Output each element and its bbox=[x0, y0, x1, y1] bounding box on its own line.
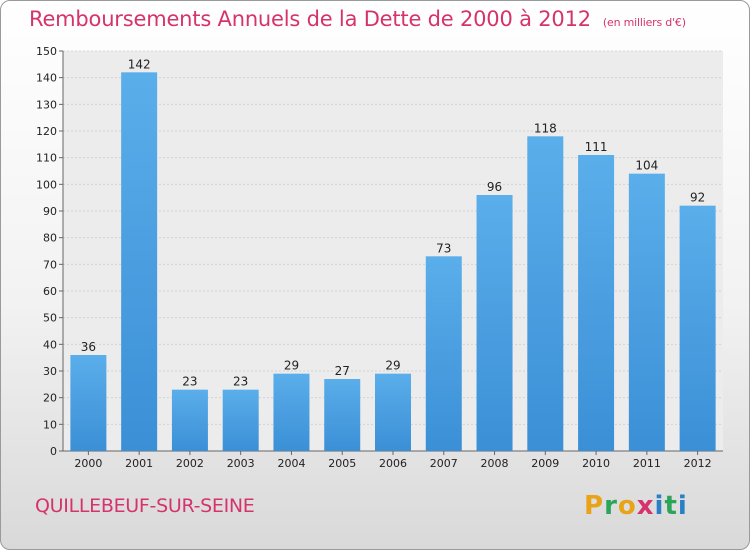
bar-value-label: 29 bbox=[385, 359, 400, 373]
bar-value-label: 111 bbox=[585, 140, 608, 154]
bar bbox=[324, 379, 361, 451]
bar-value-label: 92 bbox=[690, 191, 705, 205]
bar bbox=[375, 373, 411, 451]
x-tick-label: 2008 bbox=[481, 457, 509, 470]
city-name: QUILLEBEUF-SUR-SEINE bbox=[35, 495, 255, 517]
x-tick-label: 2000 bbox=[74, 457, 102, 470]
y-tick-label: 70 bbox=[43, 258, 57, 271]
chart-title-text: Remboursements Annuels de la Dette de 20… bbox=[29, 7, 591, 31]
x-tick-label: 2003 bbox=[227, 457, 255, 470]
bar bbox=[578, 155, 615, 451]
logo-letter: x bbox=[636, 491, 655, 521]
bar-value-label: 104 bbox=[635, 159, 658, 173]
x-tick-label: 2009 bbox=[531, 457, 559, 470]
x-tick-label: 2005 bbox=[328, 457, 356, 470]
logo-letter: r bbox=[604, 491, 618, 521]
logo-letter: t bbox=[664, 491, 678, 521]
y-tick-label: 90 bbox=[43, 205, 57, 218]
y-tick-label: 80 bbox=[43, 232, 57, 245]
bar bbox=[222, 389, 259, 451]
bar-value-label: 118 bbox=[534, 121, 557, 135]
bar-value-label: 23 bbox=[233, 375, 248, 389]
x-tick-label: 2010 bbox=[582, 457, 610, 470]
y-tick-label: 0 bbox=[50, 445, 57, 458]
bar bbox=[425, 256, 462, 451]
bar bbox=[273, 373, 310, 451]
bar-value-label: 27 bbox=[335, 364, 350, 378]
x-tick-label: 2007 bbox=[430, 457, 458, 470]
x-tick-label: 2002 bbox=[176, 457, 204, 470]
x-tick-label: 2006 bbox=[379, 457, 407, 470]
y-tick-label: 60 bbox=[43, 285, 57, 298]
x-tick-label: 2011 bbox=[633, 457, 661, 470]
bar bbox=[171, 389, 208, 451]
bar-value-label: 73 bbox=[436, 241, 451, 255]
x-tick-label: 2004 bbox=[277, 457, 305, 470]
logo-letter: o bbox=[617, 491, 637, 521]
bar-value-label: 36 bbox=[81, 340, 96, 354]
y-tick-label: 130 bbox=[36, 98, 57, 111]
bar-value-label: 23 bbox=[182, 375, 197, 389]
y-tick-label: 10 bbox=[43, 418, 57, 431]
bar-value-label: 142 bbox=[128, 57, 151, 71]
bar bbox=[527, 136, 564, 452]
y-tick-label: 50 bbox=[43, 312, 57, 325]
bar bbox=[121, 72, 158, 451]
chart-subtitle: (en milliers d'€) bbox=[602, 16, 686, 29]
logo-letter: P bbox=[584, 491, 605, 521]
bar-value-label: 96 bbox=[487, 180, 502, 194]
chart-title: Remboursements Annuels de la Dette de 20… bbox=[29, 7, 686, 31]
bar bbox=[679, 205, 716, 451]
x-tick-label: 2001 bbox=[125, 457, 153, 470]
y-tick-label: 120 bbox=[36, 125, 57, 138]
y-tick-label: 30 bbox=[43, 365, 57, 378]
y-tick-label: 110 bbox=[36, 152, 57, 165]
bar bbox=[70, 355, 107, 451]
y-tick-label: 40 bbox=[43, 338, 57, 351]
proxiti-logo: Proxiti bbox=[584, 491, 688, 521]
y-tick-label: 150 bbox=[36, 45, 57, 58]
y-tick-label: 20 bbox=[43, 392, 57, 405]
logo-letter: i bbox=[677, 491, 688, 521]
x-tick-label: 2012 bbox=[684, 457, 712, 470]
y-tick-label: 140 bbox=[36, 72, 57, 85]
bar bbox=[476, 195, 513, 451]
logo-letter: i bbox=[654, 491, 665, 521]
y-tick-label: 100 bbox=[36, 178, 57, 191]
bar bbox=[628, 173, 665, 451]
bar-value-label: 29 bbox=[284, 359, 299, 373]
